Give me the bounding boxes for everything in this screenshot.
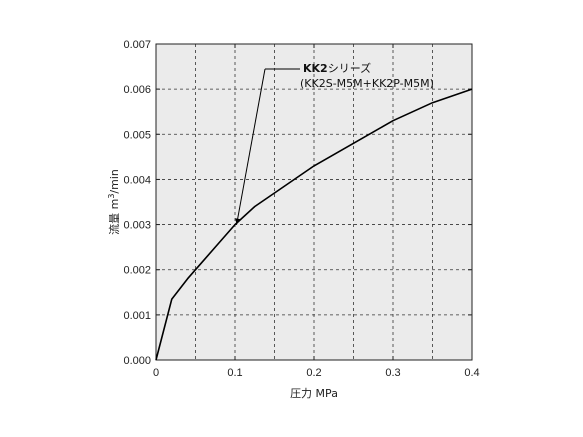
- annotation-arrowhead: [235, 218, 241, 225]
- x-axis-label: 圧力 MPa: [290, 387, 338, 400]
- x-tick-label: 0.1: [227, 367, 242, 379]
- y-tick-label: 0.003: [123, 220, 151, 232]
- y-tick-label: 0.002: [123, 265, 151, 277]
- annotation-leader: [236, 68, 266, 225]
- y-tick-label: 0.004: [123, 174, 151, 186]
- y-tick-label: 0.001: [123, 310, 151, 322]
- series-line: [155, 88, 473, 361]
- annotation-subtitle: (KK2S-M5M+KK2P-M5M): [300, 77, 434, 90]
- x-tick-label: 0.2: [306, 367, 321, 379]
- y-tick-label: 0.007: [123, 39, 151, 51]
- x-tick-label: 0.4: [464, 367, 479, 379]
- y-tick-label: 0.006: [123, 84, 151, 96]
- x-tick-label: 0.3: [385, 367, 400, 379]
- y-tick-label: 0.000: [123, 355, 151, 367]
- x-tick-label: 0: [153, 367, 159, 379]
- annotation-title: KK2シリーズ: [303, 61, 371, 75]
- y-tick-label: 0.005: [123, 129, 151, 141]
- y-axis-label: 流量 m3/min: [107, 169, 121, 235]
